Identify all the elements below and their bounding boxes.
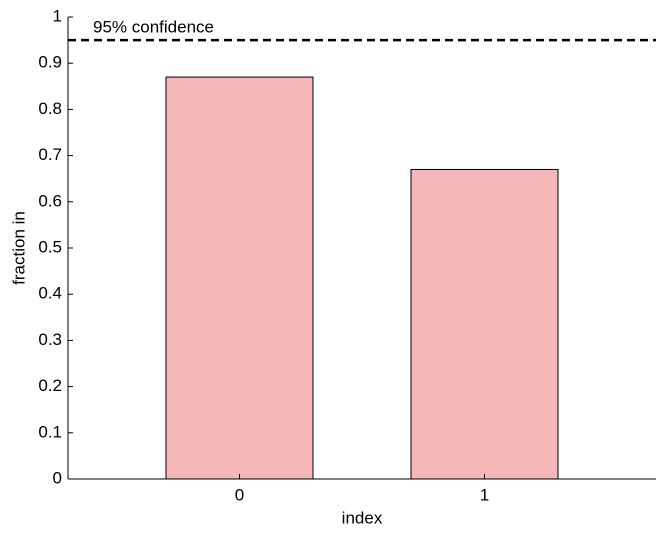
bar: [165, 76, 314, 480]
reference-label: 95% confidence: [93, 18, 214, 37]
y-tick-label: 0.3: [38, 330, 62, 349]
y-tick-label: 0.8: [38, 99, 62, 118]
y-tick-label: 0.2: [38, 376, 62, 395]
x-tick-label: 0: [235, 485, 244, 504]
y-tick-label: 0.1: [38, 422, 62, 441]
y-tick-label: 0: [53, 468, 62, 487]
y-tick-label: 0.9: [38, 53, 62, 72]
x-tick-label: 1: [480, 485, 489, 504]
y-axis-label: fraction in: [9, 211, 28, 285]
y-tick-label: 0.7: [38, 145, 62, 164]
x-axis-label: index: [342, 508, 383, 527]
y-tick-label: 0.6: [38, 191, 62, 210]
y-tick-label: 0.5: [38, 237, 62, 256]
bar: [410, 168, 559, 480]
y-tick-label: 1: [53, 6, 62, 25]
y-tick-label: 0.4: [38, 284, 62, 303]
